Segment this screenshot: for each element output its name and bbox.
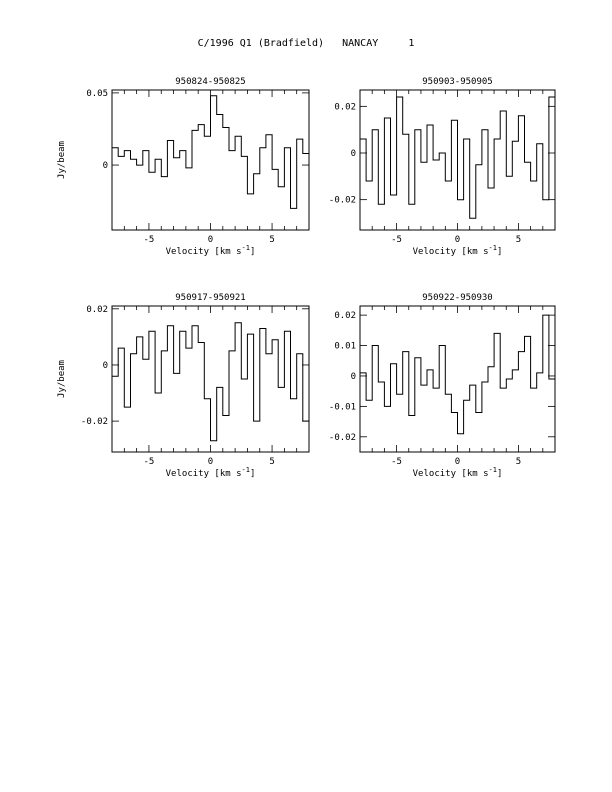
y-tick-label: 0.01: [334, 342, 356, 352]
y-tick-label: -0.02: [81, 417, 108, 427]
spectrum-line: [360, 314, 555, 435]
x-tick-label: -5: [144, 235, 155, 245]
chart-title: 950922-950930: [422, 293, 492, 303]
x-tick-label: -5: [144, 457, 155, 467]
x-axis-label: Velocity [km s-1]: [166, 466, 256, 479]
x-tick-label: 0: [455, 457, 460, 467]
chart-title: 950824-950825: [175, 77, 245, 87]
y-tick-label: 0: [103, 361, 108, 371]
x-tick-label: 0: [455, 235, 460, 245]
x-tick-label: 5: [269, 457, 274, 467]
y-axis-label: Jy/beam: [57, 360, 67, 398]
y-axis-label: Jy/beam: [57, 141, 67, 179]
chart-title: 950917-950921: [175, 293, 245, 303]
y-tick-label: 0.02: [86, 305, 108, 315]
y-tick-label: -0.02: [329, 433, 356, 443]
chart-title: 950903-950905: [422, 77, 492, 87]
chart-panel-2: 950903-950905 -5 0 5 0.02 0 -0.02 Velocity [km …: [329, 77, 556, 257]
y-tick-label: 0.05: [86, 89, 108, 99]
y-tick-label: 0: [351, 149, 356, 159]
chart-panel-4: 950922-950930 -5 0 5 0.02 0.01 0 -0.01 -0.02 Velo…: [329, 293, 556, 479]
y-tick-label: -0.01: [329, 402, 356, 412]
x-tick-label: 0: [208, 235, 213, 245]
y-tick-label: 0.02: [334, 102, 356, 112]
spectrum-line: [112, 322, 309, 442]
x-axis-label: Velocity [km s-1]: [413, 244, 503, 257]
x-axis-label: Velocity [km s-1]: [166, 244, 256, 257]
y-tick-label: 0: [351, 372, 356, 382]
x-tick-label: 5: [516, 457, 521, 467]
x-tick-label: 5: [516, 235, 521, 245]
spectrum-line: [360, 96, 555, 219]
x-tick-label: 0: [208, 457, 213, 467]
x-axis-label: Velocity [km s-1]: [413, 466, 503, 479]
y-tick-label: -0.02: [329, 196, 356, 206]
x-tick-label: -5: [391, 457, 402, 467]
y-tick-label: 0: [103, 161, 108, 171]
x-tick-label: -5: [391, 235, 402, 245]
page-title: C/1996 Q1 (Bradfield) NANCAY 1: [197, 38, 415, 49]
chart-panel-3: 950917-950921 -5 0 5 0.02 0 -0.02 Velocity [km …: [57, 293, 310, 479]
y-tick-label: 0.02: [334, 311, 356, 321]
x-tick-label: 5: [269, 235, 274, 245]
spectrum-line: [112, 95, 309, 209]
